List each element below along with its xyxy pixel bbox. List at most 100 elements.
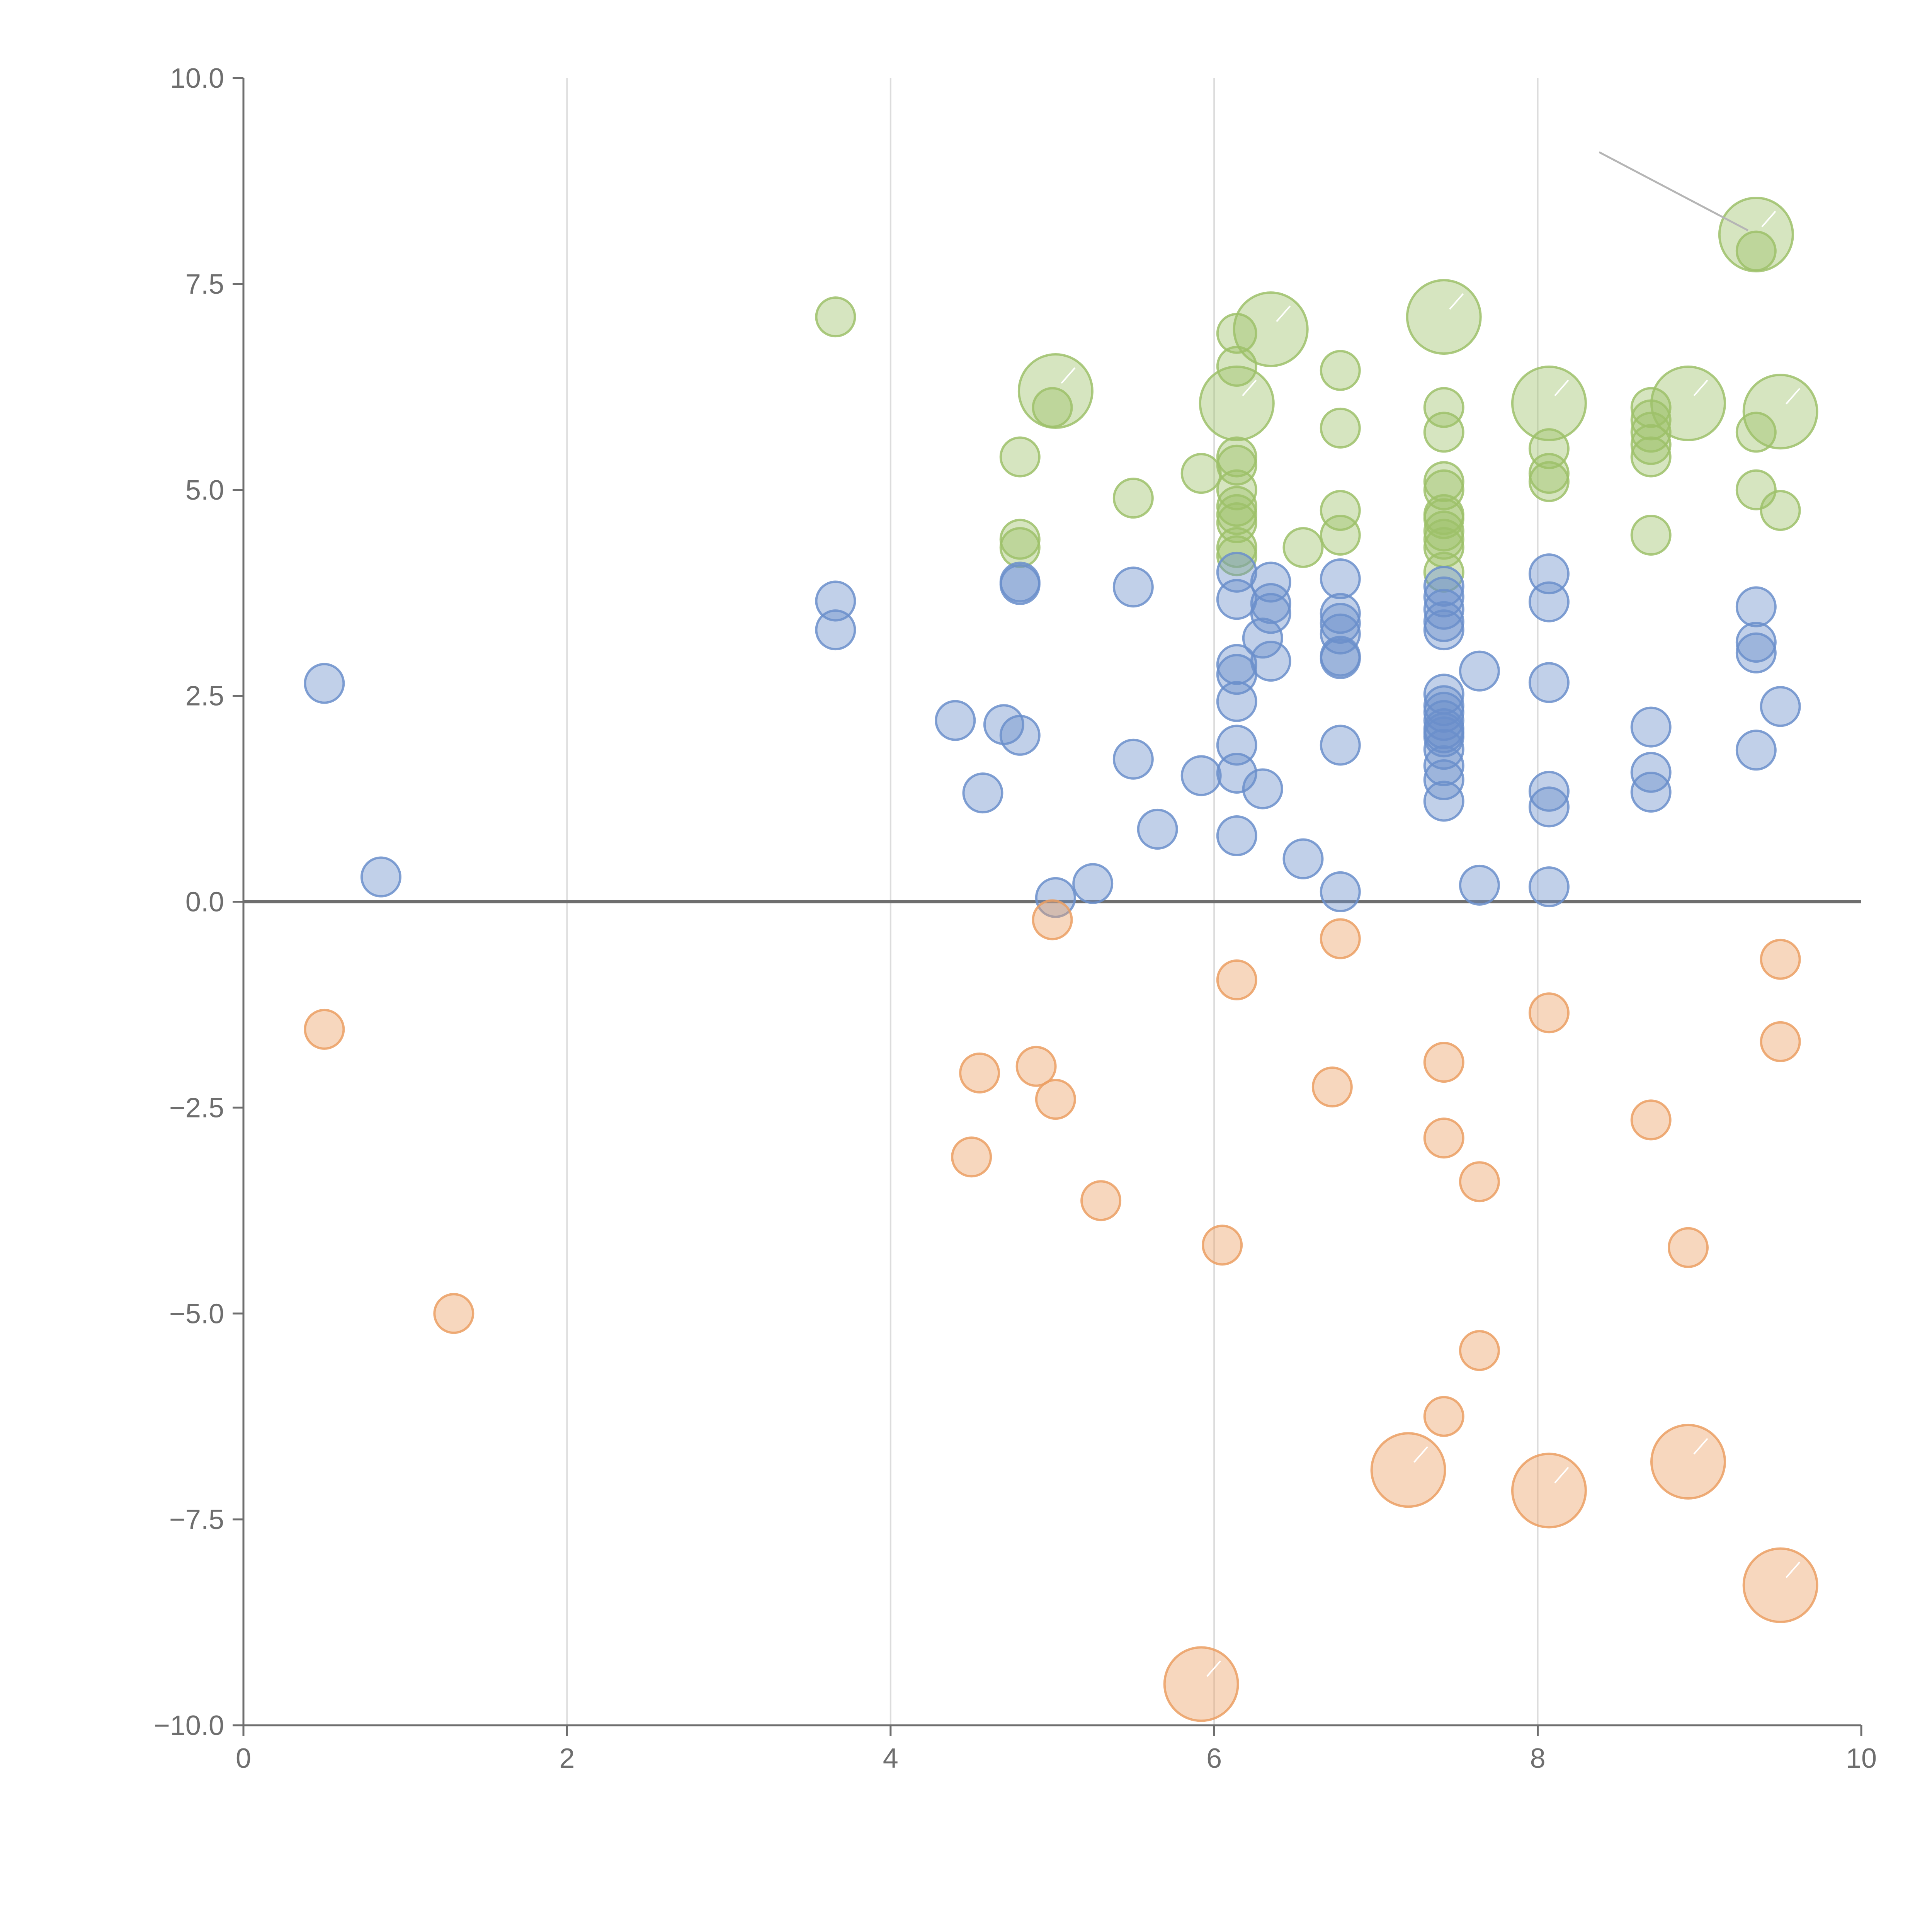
blue-point <box>304 663 345 704</box>
x-tick-label: 0 <box>236 1743 251 1774</box>
blue-point <box>1320 558 1361 599</box>
blue-point <box>1528 581 1570 622</box>
green-bubble <box>1199 365 1275 441</box>
orange-point <box>1423 1117 1464 1159</box>
blue-point <box>1320 603 1361 644</box>
green-point <box>1630 436 1672 478</box>
orange-point <box>1459 1161 1500 1202</box>
green-point <box>1630 412 1672 453</box>
blue-point <box>1072 863 1114 904</box>
green-point <box>1320 514 1361 556</box>
orange-point <box>1216 959 1257 1000</box>
blue-point <box>1180 755 1222 796</box>
orange-bubble <box>1650 1423 1726 1500</box>
orange-point <box>1528 992 1570 1034</box>
green-point <box>1423 387 1464 428</box>
x-tick-label: 6 <box>1206 1743 1222 1774</box>
orange-point <box>1459 1330 1500 1371</box>
x-tick-label: 2 <box>559 1743 575 1774</box>
orange-point <box>1032 899 1073 940</box>
orange-point <box>1202 1225 1243 1266</box>
blue-point <box>1216 724 1257 766</box>
blue-point <box>1423 566 1464 607</box>
y-tick-label: −10.0 <box>154 1710 224 1741</box>
blue-point <box>1216 752 1257 794</box>
callout-line <box>1599 151 1749 231</box>
orange-bubble <box>1163 1646 1239 1722</box>
blue-point <box>1735 586 1777 628</box>
orange-point <box>1630 1099 1672 1141</box>
y-tick-label: −7.5 <box>169 1504 224 1535</box>
blue-point <box>1423 588 1464 630</box>
blue-point <box>815 580 856 622</box>
x-tick-label: 4 <box>883 1743 898 1774</box>
label-layer <box>1061 151 1801 1677</box>
blue-point <box>1735 622 1777 663</box>
y-tick-label: 7.5 <box>185 269 224 300</box>
orange-point <box>304 1009 345 1050</box>
orange-point <box>1423 1042 1464 1083</box>
y-tick-label: −5.0 <box>169 1298 224 1329</box>
orange-point <box>1080 1180 1122 1221</box>
green-bubble <box>1406 279 1482 355</box>
blue-point <box>1735 632 1777 673</box>
blue-point <box>1035 877 1076 918</box>
orange-point <box>1015 1046 1057 1087</box>
bubble-leader <box>1693 379 1708 396</box>
green-point <box>1630 514 1672 556</box>
orange-point <box>1667 1227 1709 1268</box>
blue-point <box>1250 641 1291 682</box>
orange-point <box>433 1293 474 1334</box>
blue-point <box>1250 593 1291 634</box>
blue-point <box>360 856 401 898</box>
orange-point <box>1423 1396 1464 1437</box>
green-bubble <box>1017 353 1094 429</box>
blue-point <box>1216 815 1257 856</box>
green-point <box>815 296 856 338</box>
green-bubble <box>1650 365 1726 441</box>
orange-point <box>959 1052 1000 1094</box>
green-point <box>1423 469 1464 510</box>
green-point <box>1760 490 1801 531</box>
orange-bubble <box>1370 1432 1446 1508</box>
blue-point <box>1528 662 1570 703</box>
green-point <box>1216 535 1257 577</box>
green-point <box>1423 412 1464 453</box>
orange-point <box>951 1136 992 1178</box>
blue-point <box>1423 781 1464 822</box>
orange-bubble <box>1511 1452 1587 1529</box>
bubble-leader <box>1276 305 1291 322</box>
blue-point <box>999 564 1041 605</box>
blue-point <box>1242 768 1283 810</box>
blue-point <box>1242 617 1283 659</box>
y-tick-label: 10.0 <box>170 63 224 94</box>
blue-point <box>1282 838 1324 879</box>
blue-point <box>962 772 1003 814</box>
blue-point <box>1137 808 1178 850</box>
blue-point <box>1459 864 1500 906</box>
blue-point <box>1760 686 1801 727</box>
y-tick-label: 0.0 <box>185 887 224 918</box>
blue-point <box>1423 609 1464 651</box>
bubble-leader <box>1413 1446 1429 1463</box>
green-point <box>1528 461 1570 502</box>
blue-point <box>1459 650 1500 692</box>
green-point <box>1423 498 1464 539</box>
blue-point <box>1320 638 1361 679</box>
green-point <box>1216 444 1257 486</box>
green-point <box>1423 551 1464 593</box>
blue-point <box>1528 786 1570 828</box>
blue-point <box>1112 738 1154 780</box>
y-tick-label: 2.5 <box>185 681 224 712</box>
green-bubble <box>1233 291 1309 367</box>
green-point <box>1320 350 1361 391</box>
x-tick-label: 10 <box>1846 1743 1877 1774</box>
bubble-leader <box>1693 1438 1708 1455</box>
blue-point <box>1320 724 1361 766</box>
blue-point <box>1423 716 1464 758</box>
blue-point <box>1423 745 1464 786</box>
blue-point <box>1320 593 1361 634</box>
orange-point <box>1760 939 1801 980</box>
green-bubble <box>1511 365 1587 441</box>
